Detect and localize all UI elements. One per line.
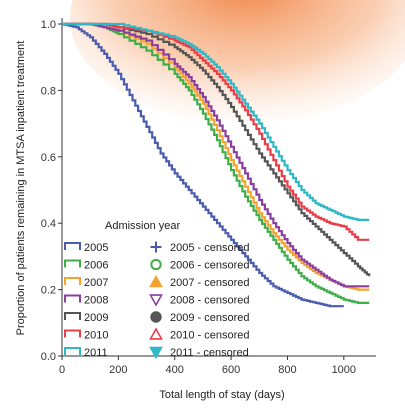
legend-swatch-2005 xyxy=(64,242,81,250)
x-tick-label: 600 xyxy=(222,364,240,376)
y-tick-label: 0.6 xyxy=(41,152,56,164)
legend-swatch-2011 xyxy=(64,347,81,355)
legend-swatch-2010 xyxy=(64,329,81,338)
legend-censored-label-2005: 2005 - censored xyxy=(170,242,250,254)
legend-title: Admission year xyxy=(105,220,181,232)
legend-censored-label-2007: 2007 - censored xyxy=(170,277,250,289)
series-line-2008 xyxy=(62,22,370,288)
legend-label-2010: 2010 xyxy=(84,330,108,342)
x-axis-title: Total length of stay (days) xyxy=(159,389,284,401)
legend-label-2005: 2005 xyxy=(84,242,108,254)
legend: Admission year 2005 2005 - censored 2006 200… xyxy=(64,220,250,360)
y-tick-label: 1.0 xyxy=(41,19,56,31)
series-line-2011 xyxy=(62,22,370,221)
legend-marker-2010 xyxy=(149,327,163,340)
y-tick-label: 0.4 xyxy=(41,218,56,230)
legend-label-2007: 2007 xyxy=(84,277,108,289)
legend-label-2009: 2009 xyxy=(84,312,108,324)
legend-marker-2011 xyxy=(149,346,163,360)
legend-label-2006: 2006 xyxy=(84,260,108,272)
legend-censored-label-2006: 2006 - censored xyxy=(170,260,250,272)
x-tick-label: 400 xyxy=(166,364,184,376)
legend-label-2008: 2008 xyxy=(84,295,108,307)
x-tick-label: 800 xyxy=(278,364,296,376)
x-tick-label: 0 xyxy=(59,364,65,376)
legend-censored-label-2009: 2009 - censored xyxy=(170,312,250,324)
legend-label-2011: 2011 xyxy=(84,347,108,359)
legend-swatch-2007 xyxy=(64,277,81,285)
background-glow xyxy=(70,0,405,123)
x-tick-label: 200 xyxy=(109,364,127,376)
legend-marker-2006 xyxy=(150,258,162,271)
legend-marker-2009 xyxy=(150,311,162,323)
legend-marker-2005 xyxy=(150,241,162,253)
y-tick-label: 0.8 xyxy=(41,85,56,97)
legend-swatch-2008 xyxy=(64,294,81,303)
x-tick-label: 1000 xyxy=(332,364,356,376)
y-tick-label: 0.2 xyxy=(41,285,56,297)
y-tick-label: 0.0 xyxy=(41,351,56,363)
series-line-2006 xyxy=(62,22,370,304)
legend-swatch-2006 xyxy=(64,259,81,268)
survival-curves xyxy=(62,22,371,308)
legend-swatch-2009 xyxy=(64,312,81,320)
legend-censored-label-2011: 2011 - censored xyxy=(170,347,249,359)
axes: 0 200 400 600 800 1000 0.0 0.2 0.4 0.6 0.8 1.0 xyxy=(41,18,376,376)
legend-censored-label-2010: 2010 - censored xyxy=(170,330,250,342)
series-line-2009 xyxy=(62,22,371,277)
legend-marker-2008 xyxy=(149,294,163,307)
y-axis-title: Proportion of patients remaining in MTSA… xyxy=(15,41,27,336)
series-line-2005 xyxy=(62,22,344,308)
legend-marker-2007 xyxy=(149,274,163,288)
legend-censored-label-2008: 2008 - censored xyxy=(170,295,250,307)
